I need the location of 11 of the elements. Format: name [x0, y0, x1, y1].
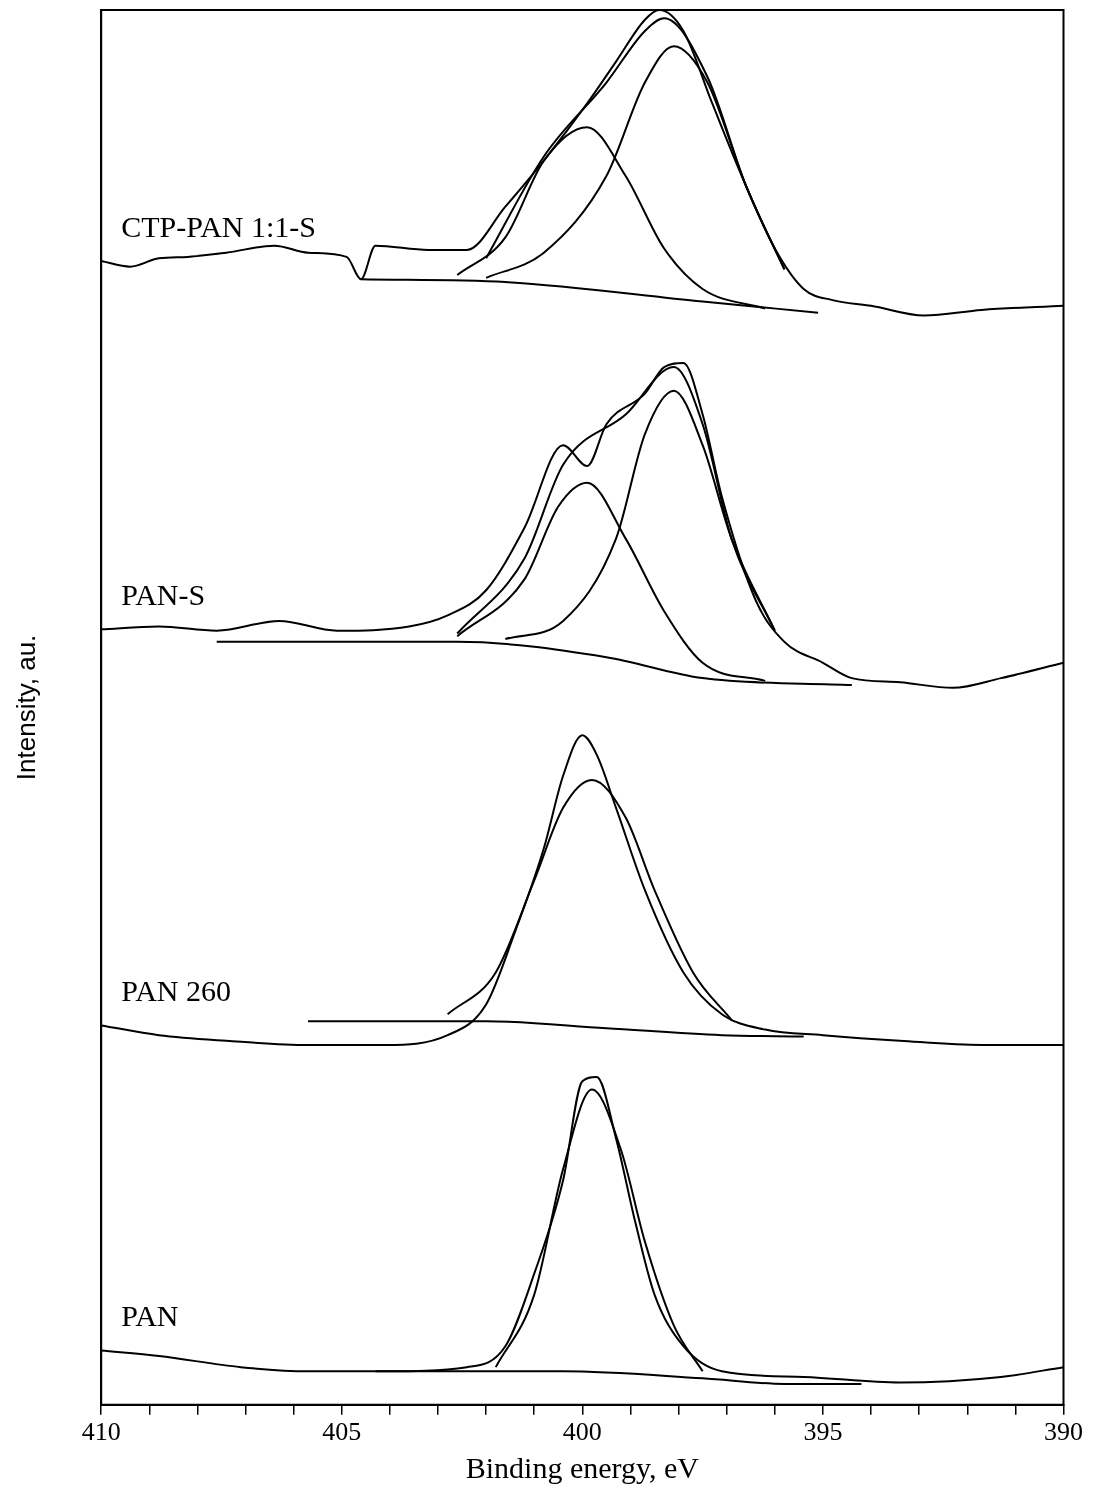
x-axis-title: Binding energy, eV: [465, 1450, 700, 1484]
x-tick-label: 405: [322, 1417, 362, 1447]
x-tick-label: 400: [562, 1417, 602, 1447]
series-label: PAN-S: [121, 578, 206, 612]
series-label: PAN: [121, 1299, 179, 1333]
series-label: CTP-PAN 1:1-S: [121, 209, 316, 243]
series-label: PAN 260: [121, 974, 231, 1008]
x-tick-label: 410: [81, 1417, 121, 1447]
x-tick-label: 395: [803, 1417, 843, 1447]
x-tick-label: 390: [1044, 1417, 1083, 1447]
y-axis-title: Intensity, au.: [10, 634, 41, 781]
